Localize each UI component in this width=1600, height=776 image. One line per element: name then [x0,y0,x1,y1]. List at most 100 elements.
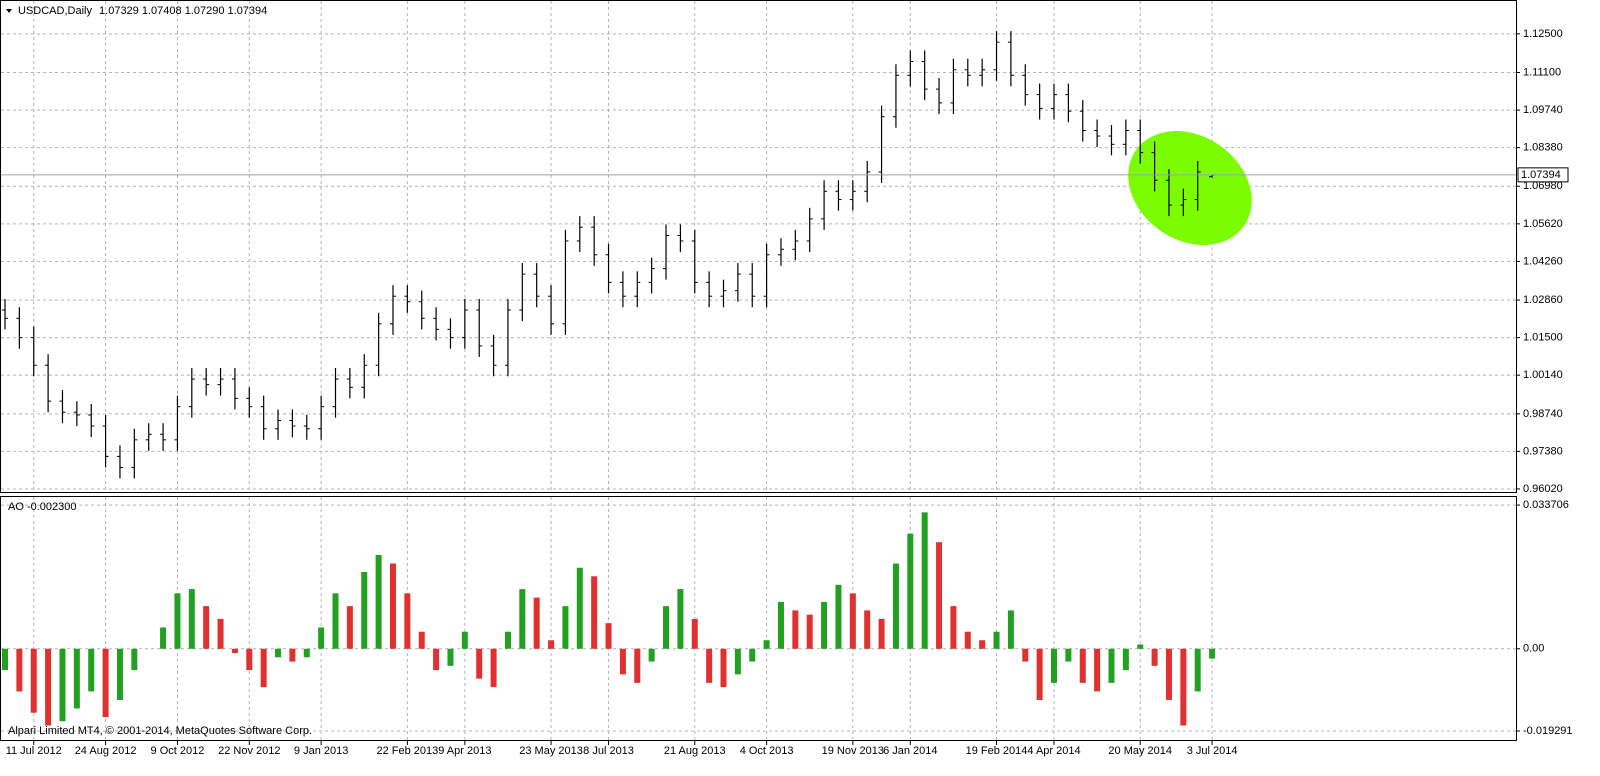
x-tick-label: 19 Nov 2013 [822,745,884,757]
ao-bar [217,618,224,649]
ao-bar [921,512,928,649]
ao-bar [519,589,526,649]
x-tick-label: 11 Jul 2012 [6,745,62,757]
ao-bar [275,648,282,658]
x-tick-label: 24 Aug 2012 [75,745,137,757]
ao-bar [318,627,325,649]
ao-bar [1079,648,1086,683]
price-pane [0,0,1517,493]
y-tick-label: 1.01500 [1523,332,1563,344]
x-tick-label: 22 Feb 2013 [376,745,438,757]
ao-bar [777,601,784,649]
ao-bar [1022,648,1029,662]
ao-bar [964,631,971,649]
y-tick-label: 1.04260 [1523,255,1563,267]
ao-bar [734,648,741,675]
y-tick-label: 0.00 [1523,643,1544,655]
y-tick-label: 1.05620 [1523,218,1563,230]
ao-bar [231,648,238,654]
ao-bar [102,648,109,717]
ao-bar [174,593,181,649]
y-tick-label: 1.12500 [1523,28,1563,40]
highlight-ellipse [1128,131,1252,245]
ao-bar [188,589,195,649]
ao-bar [246,648,253,671]
y-tick-label: 1.09740 [1523,104,1563,116]
ao-bar [763,640,770,649]
y-tick-label: 0.96020 [1523,483,1563,495]
menu-arrow [6,9,12,13]
marks [2,31,1216,726]
ao-title: AO [8,501,24,513]
ao-bar [73,648,80,709]
high-value: 1.07408 [142,5,182,17]
close-value: 1.07394 [228,5,268,17]
ao-bar [993,631,1000,649]
ao-bar [706,648,713,683]
ao-bar [950,606,957,649]
current-price-label: 1.07394 [1521,169,1561,181]
ao-bar [1065,648,1072,662]
ao-bar [361,572,368,649]
low-value: 1.07290 [185,5,225,17]
ao-bar [260,648,267,688]
ao-bar [849,593,856,649]
ao-bar [303,648,310,658]
ao-bar [634,648,641,683]
ao-bar [404,593,411,649]
ao-pane [0,496,1517,741]
price-header: USDCAD,Daily 1.07329 1.07408 1.07290 1.0… [18,5,267,17]
ao-bar [490,648,497,688]
ao-bar [1180,648,1187,726]
ao-bar [1209,648,1216,659]
y-tick-label: 0.98740 [1523,408,1563,420]
ao-bar [749,648,756,662]
x-tick-label: 22 Nov 2012 [218,745,280,757]
ao-bar [332,593,339,649]
ao-bar [504,631,511,649]
current-price-box [1517,167,1569,183]
x-tick-label: 6 Jan 2014 [883,745,937,757]
y-tick-label: 1.08380 [1523,142,1563,154]
x-tick-label: 9 Apr 2013 [438,745,491,757]
ao-bar [979,640,986,649]
x-tick-label: 19 Feb 2014 [966,745,1028,757]
ao-bar [116,648,123,700]
ao-bar [1194,648,1201,692]
y-tick-label: 0.033706 [1523,499,1569,511]
ao-bar [533,597,540,649]
ao-bar [1151,648,1158,666]
ao-bar [835,584,842,649]
x-tick-label: 4 Oct 2013 [740,745,794,757]
ao-bar [619,648,626,675]
symbol: USDCAD,Daily [18,5,92,17]
grid [1,1,1516,740]
ao-bar [792,610,799,649]
ao-bar [16,648,23,692]
ao-bar [203,606,210,649]
y-tick-label: 1.00140 [1523,369,1563,381]
ao-bar [461,631,468,649]
x-tick-label: 4 Apr 2014 [1027,745,1080,757]
ao-bar [389,563,396,649]
ao-bar [88,648,95,692]
ao-bar [289,648,296,662]
x-tick-label: 8 Jul 2013 [583,745,634,757]
ao-current: -0.002300 [27,501,77,513]
x-tick-label: 20 May 2014 [1108,745,1172,757]
ao-bar [447,648,454,666]
x-tick-label: 21 Aug 2013 [664,745,726,757]
ao-bar [892,563,899,649]
open-value: 1.07329 [99,5,139,17]
ao-header: AO -0.002300 [8,501,77,513]
ao-bar [907,533,914,649]
x-tick-label: 3 Jul 2014 [1187,745,1238,757]
ao-bar [677,589,684,649]
ao-bar [864,610,871,649]
ao-bar [1108,648,1115,683]
ao-bar [591,576,598,649]
footer: Alpari Limited MT4, © 2001-2014, MetaQuo… [8,725,312,737]
ao-bar [59,648,66,722]
ao-bar [720,648,727,688]
